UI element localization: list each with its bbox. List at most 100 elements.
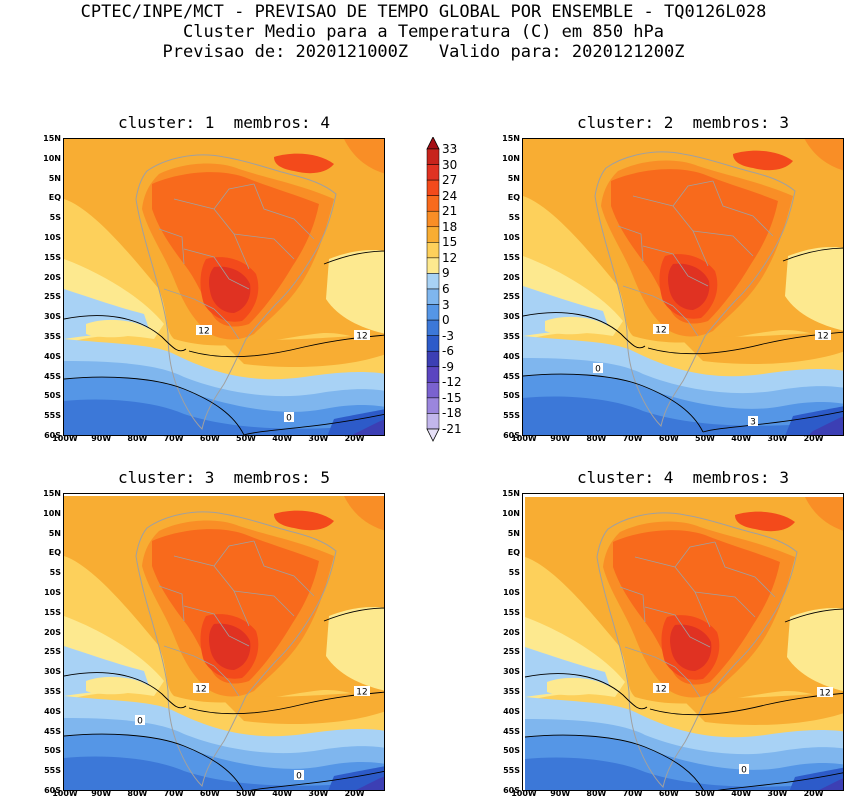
shaded-region [64, 756, 384, 790]
lat-tick-label: 35S [503, 332, 520, 341]
lon-tick-label: 50W [236, 434, 256, 443]
country-border [213, 540, 255, 567]
country-border [213, 183, 255, 210]
lat-tick-label: 40S [44, 706, 61, 716]
lat-tick-label: 10S [44, 588, 61, 597]
lon-tick-label: 60W [658, 789, 679, 798]
lat-tick-label: 30S [503, 312, 520, 322]
lat-tick-label: 45S [503, 726, 520, 736]
temperature-field [64, 139, 384, 435]
isotherm-line [64, 672, 187, 709]
country-border [619, 586, 646, 623]
contour-label: 3 [750, 418, 756, 428]
contour-label-box [593, 363, 603, 373]
colorbar-arrow-top [426, 137, 440, 150]
panel-2-title: cluster: 2 membros: 3 [577, 113, 789, 132]
coastline [135, 511, 337, 787]
lon-tick-label: 30W [767, 789, 788, 798]
colorbar-bin [426, 288, 440, 305]
isotherm-line [524, 673, 648, 710]
lat-tick-label: 10S [503, 233, 520, 242]
country-border [644, 606, 711, 648]
isotherm-line [782, 247, 843, 262]
contour-label-box [354, 686, 370, 696]
colorbar-tick-label: 12 [442, 250, 458, 265]
lat-tick-label: 35S [44, 687, 61, 696]
header-title: CPTEC/INPE/MCT - PREVISAO DE TEMPO GLOBA… [80, 2, 767, 22]
country-border [714, 541, 776, 598]
temperature-field [523, 139, 843, 435]
colorbar-tick-label: -12 [442, 375, 462, 390]
colorbar-tick-label: 3 [442, 297, 450, 312]
lat-tick-label: 60S [44, 786, 61, 795]
contour-label-box [653, 683, 669, 693]
map-panel-1: 12 12 0 [63, 138, 385, 436]
colorbar-tick-label: -6 [442, 344, 454, 359]
shaded-region [545, 316, 608, 335]
colorbar-tick-label: 21 [442, 204, 458, 219]
contour-label-box [653, 324, 669, 334]
isotherm-line [243, 413, 384, 435]
country-border [672, 305, 699, 337]
shaded-region [670, 624, 712, 671]
temperature-field [524, 497, 843, 790]
country-border [173, 555, 250, 627]
lat-tick-label: 50S [44, 391, 61, 401]
coastline [596, 512, 798, 788]
lat-tick-label: 30S [44, 312, 61, 322]
lon-tick-label: 90W [550, 434, 571, 443]
shaded-region [611, 169, 778, 324]
lon-tick-label: 60W [199, 434, 220, 443]
shaded-region [673, 331, 843, 364]
country-border [233, 590, 295, 617]
lat-tick-label: EQ [507, 193, 520, 203]
lat-tick-label: 25S [503, 647, 520, 657]
map-panel-2: 12 12 0 3 [522, 138, 844, 436]
country-border [213, 308, 240, 340]
lat-tick-label: 15N [43, 134, 61, 143]
shaded-region [547, 677, 610, 696]
lon-tick-label: 80W [127, 789, 148, 798]
lat-tick-label: 15N [502, 489, 520, 498]
lat-tick-label: 55S [503, 766, 520, 776]
colorbar-bin [426, 179, 440, 196]
lon-tick-label: 70W [622, 789, 643, 798]
lat-tick-label: 35S [503, 687, 520, 696]
contour-label-box [815, 330, 831, 340]
lat-tick-label: 10N [502, 508, 520, 518]
country-border [173, 198, 250, 270]
contour-label: 0 [741, 766, 747, 776]
contour-label: 0 [595, 365, 601, 375]
isotherm-line [64, 376, 245, 435]
colorbar-bin [426, 210, 440, 228]
country-border [642, 245, 709, 287]
colorbar-tick-label: 0 [442, 313, 450, 328]
colorbar-tick-label: 24 [442, 188, 458, 203]
lat-tick-label: 30S [44, 667, 61, 677]
contour-label: 0 [296, 772, 302, 782]
colorbar-tick-label: -3 [442, 328, 454, 343]
lon-tick-label: 80W [127, 434, 148, 443]
panel-4-title: cluster: 4 membros: 3 [577, 468, 789, 487]
contour-label: 12 [356, 688, 367, 698]
lat-tick-label: 25S [44, 647, 61, 657]
lat-tick-label: 45S [503, 371, 520, 381]
lat-tick-label: 10N [43, 153, 61, 163]
isotherm-line [323, 607, 384, 622]
contour-label-box [284, 412, 294, 422]
header-subtitle: Cluster Medio para a Temperatura (C) em … [182, 22, 665, 42]
shaded-region [214, 334, 384, 367]
colorbar-bin [426, 257, 440, 274]
colorbar-bin [426, 397, 440, 414]
country-border [213, 665, 240, 697]
colorbar-bin [426, 164, 440, 181]
contour-label: 12 [356, 332, 367, 342]
lat-tick-label: 35S [44, 332, 61, 341]
lat-tick-label: 5N [48, 173, 61, 183]
colorbar-bin [426, 382, 440, 399]
lat-tick-label: 55S [44, 411, 61, 421]
colorbar-tick-label: -9 [442, 359, 454, 374]
shaded-region [523, 396, 843, 435]
country-border [253, 540, 315, 597]
colorbar-bin [426, 195, 440, 212]
